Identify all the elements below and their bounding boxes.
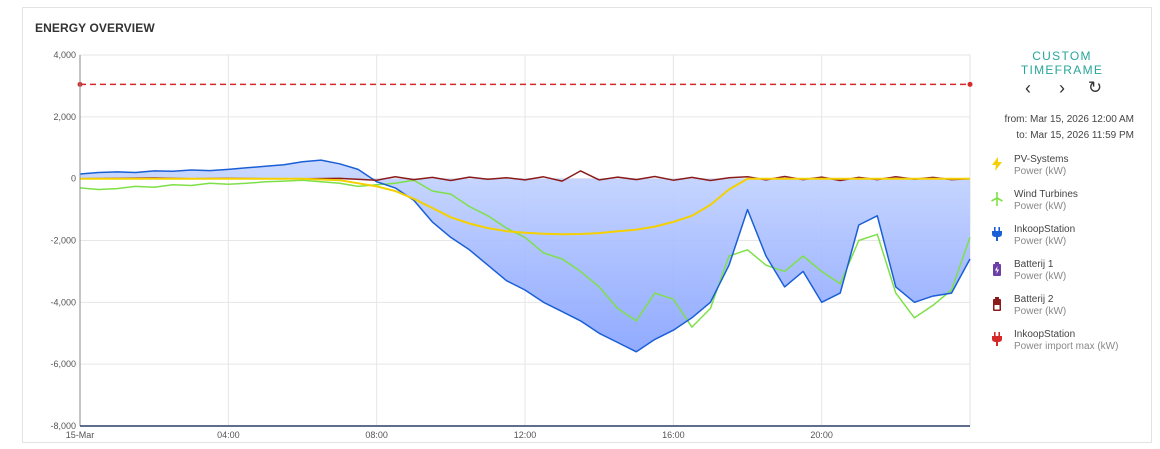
legend-unit: Power import max (kW) — [1014, 341, 1119, 352]
next-arrow-icon[interactable]: › — [1059, 78, 1065, 98]
plug-icon — [992, 227, 1002, 241]
wind-turbine-icon — [991, 192, 1003, 206]
x-tick-label: 20:00 — [810, 430, 833, 440]
inkoopstation-line — [79, 159, 971, 353]
legend-label: InkoopStation — [1014, 224, 1076, 235]
lightning-icon — [992, 157, 1002, 171]
legend-item-inkoopstation-import-max[interactable]: InkoopStation Power import max (kW) — [990, 329, 1150, 364]
legend-item-batterij-1[interactable]: Batterij 1 Power (kW) — [990, 259, 1150, 294]
chart-legend: PV-Systems Power (kW) Wind Turbines Powe… — [990, 154, 1150, 364]
legend-label: Batterij 2 — [1014, 294, 1054, 305]
x-tick-label: 12:00 — [514, 430, 537, 440]
legend-label: PV-Systems — [1014, 154, 1069, 165]
previous-arrow-icon[interactable]: ‹ — [1025, 78, 1031, 98]
y-tick-label: -2,000 — [50, 236, 76, 246]
x-tick-label: 15-Mar — [66, 430, 95, 440]
wind-turbines-line — [79, 179, 971, 328]
reset-icon[interactable]: ↻ — [1087, 78, 1103, 97]
import-max-point — [967, 81, 973, 87]
y-tick-label: 2,000 — [53, 112, 76, 122]
legend-label: InkoopStation — [1014, 329, 1076, 340]
legend-label: Wind Turbines — [1014, 189, 1078, 200]
plug-icon — [992, 332, 1002, 346]
legend-unit: Power (kW) — [1014, 306, 1067, 317]
energy-chart: 4,000 2,000 0 -2,000 -4,000 -6,000 -8,00015-Ma… — [50, 50, 973, 440]
custom-timeframe-title: CUSTOM TIMEFRAME — [986, 49, 1138, 77]
inkoopstation-area — [80, 160, 970, 352]
custom-button[interactable]: CUSTOM — [1032, 49, 1092, 63]
pv-systems-line — [80, 177, 970, 236]
range-from: from: Mar 15, 2026 12:00 AM — [1004, 114, 1134, 125]
x-tick-label: 08:00 — [365, 430, 388, 440]
timeframe-button[interactable]: TIMEFRAME — [1020, 63, 1104, 77]
y-tick-label: -6,000 — [50, 359, 76, 369]
legend-unit: Power (kW) — [1014, 271, 1067, 282]
legend-unit: Power (kW) — [1014, 236, 1067, 247]
legend-unit: Power (kW) — [1014, 166, 1067, 177]
page-title: ENERGY OVERVIEW — [35, 21, 155, 35]
legend-item-inkoopstation[interactable]: InkoopStation Power (kW) — [990, 224, 1150, 259]
y-tick-label: -8,000 — [50, 421, 76, 431]
x-tick-label: 04:00 — [217, 430, 240, 440]
y-tick-label: 4,000 — [53, 50, 76, 60]
x-tick-label: 16:00 — [662, 430, 685, 440]
legend-item-wind-turbines[interactable]: Wind Turbines Power (kW) — [990, 189, 1150, 224]
legend-unit: Power (kW) — [1014, 201, 1067, 212]
y-tick-label: 0 — [71, 174, 76, 184]
range-to: to: Mar 15, 2026 11:59 PM — [1016, 130, 1134, 141]
battery-icon — [993, 262, 1001, 276]
legend-label: Batterij 1 — [1014, 259, 1054, 270]
y-tick-label: -4,000 — [50, 297, 76, 307]
legend-item-pv-systems[interactable]: PV-Systems Power (kW) — [990, 154, 1150, 189]
battery-icon — [993, 297, 1001, 311]
legend-item-batterij-2[interactable]: Batterij 2 Power (kW) — [990, 294, 1150, 329]
